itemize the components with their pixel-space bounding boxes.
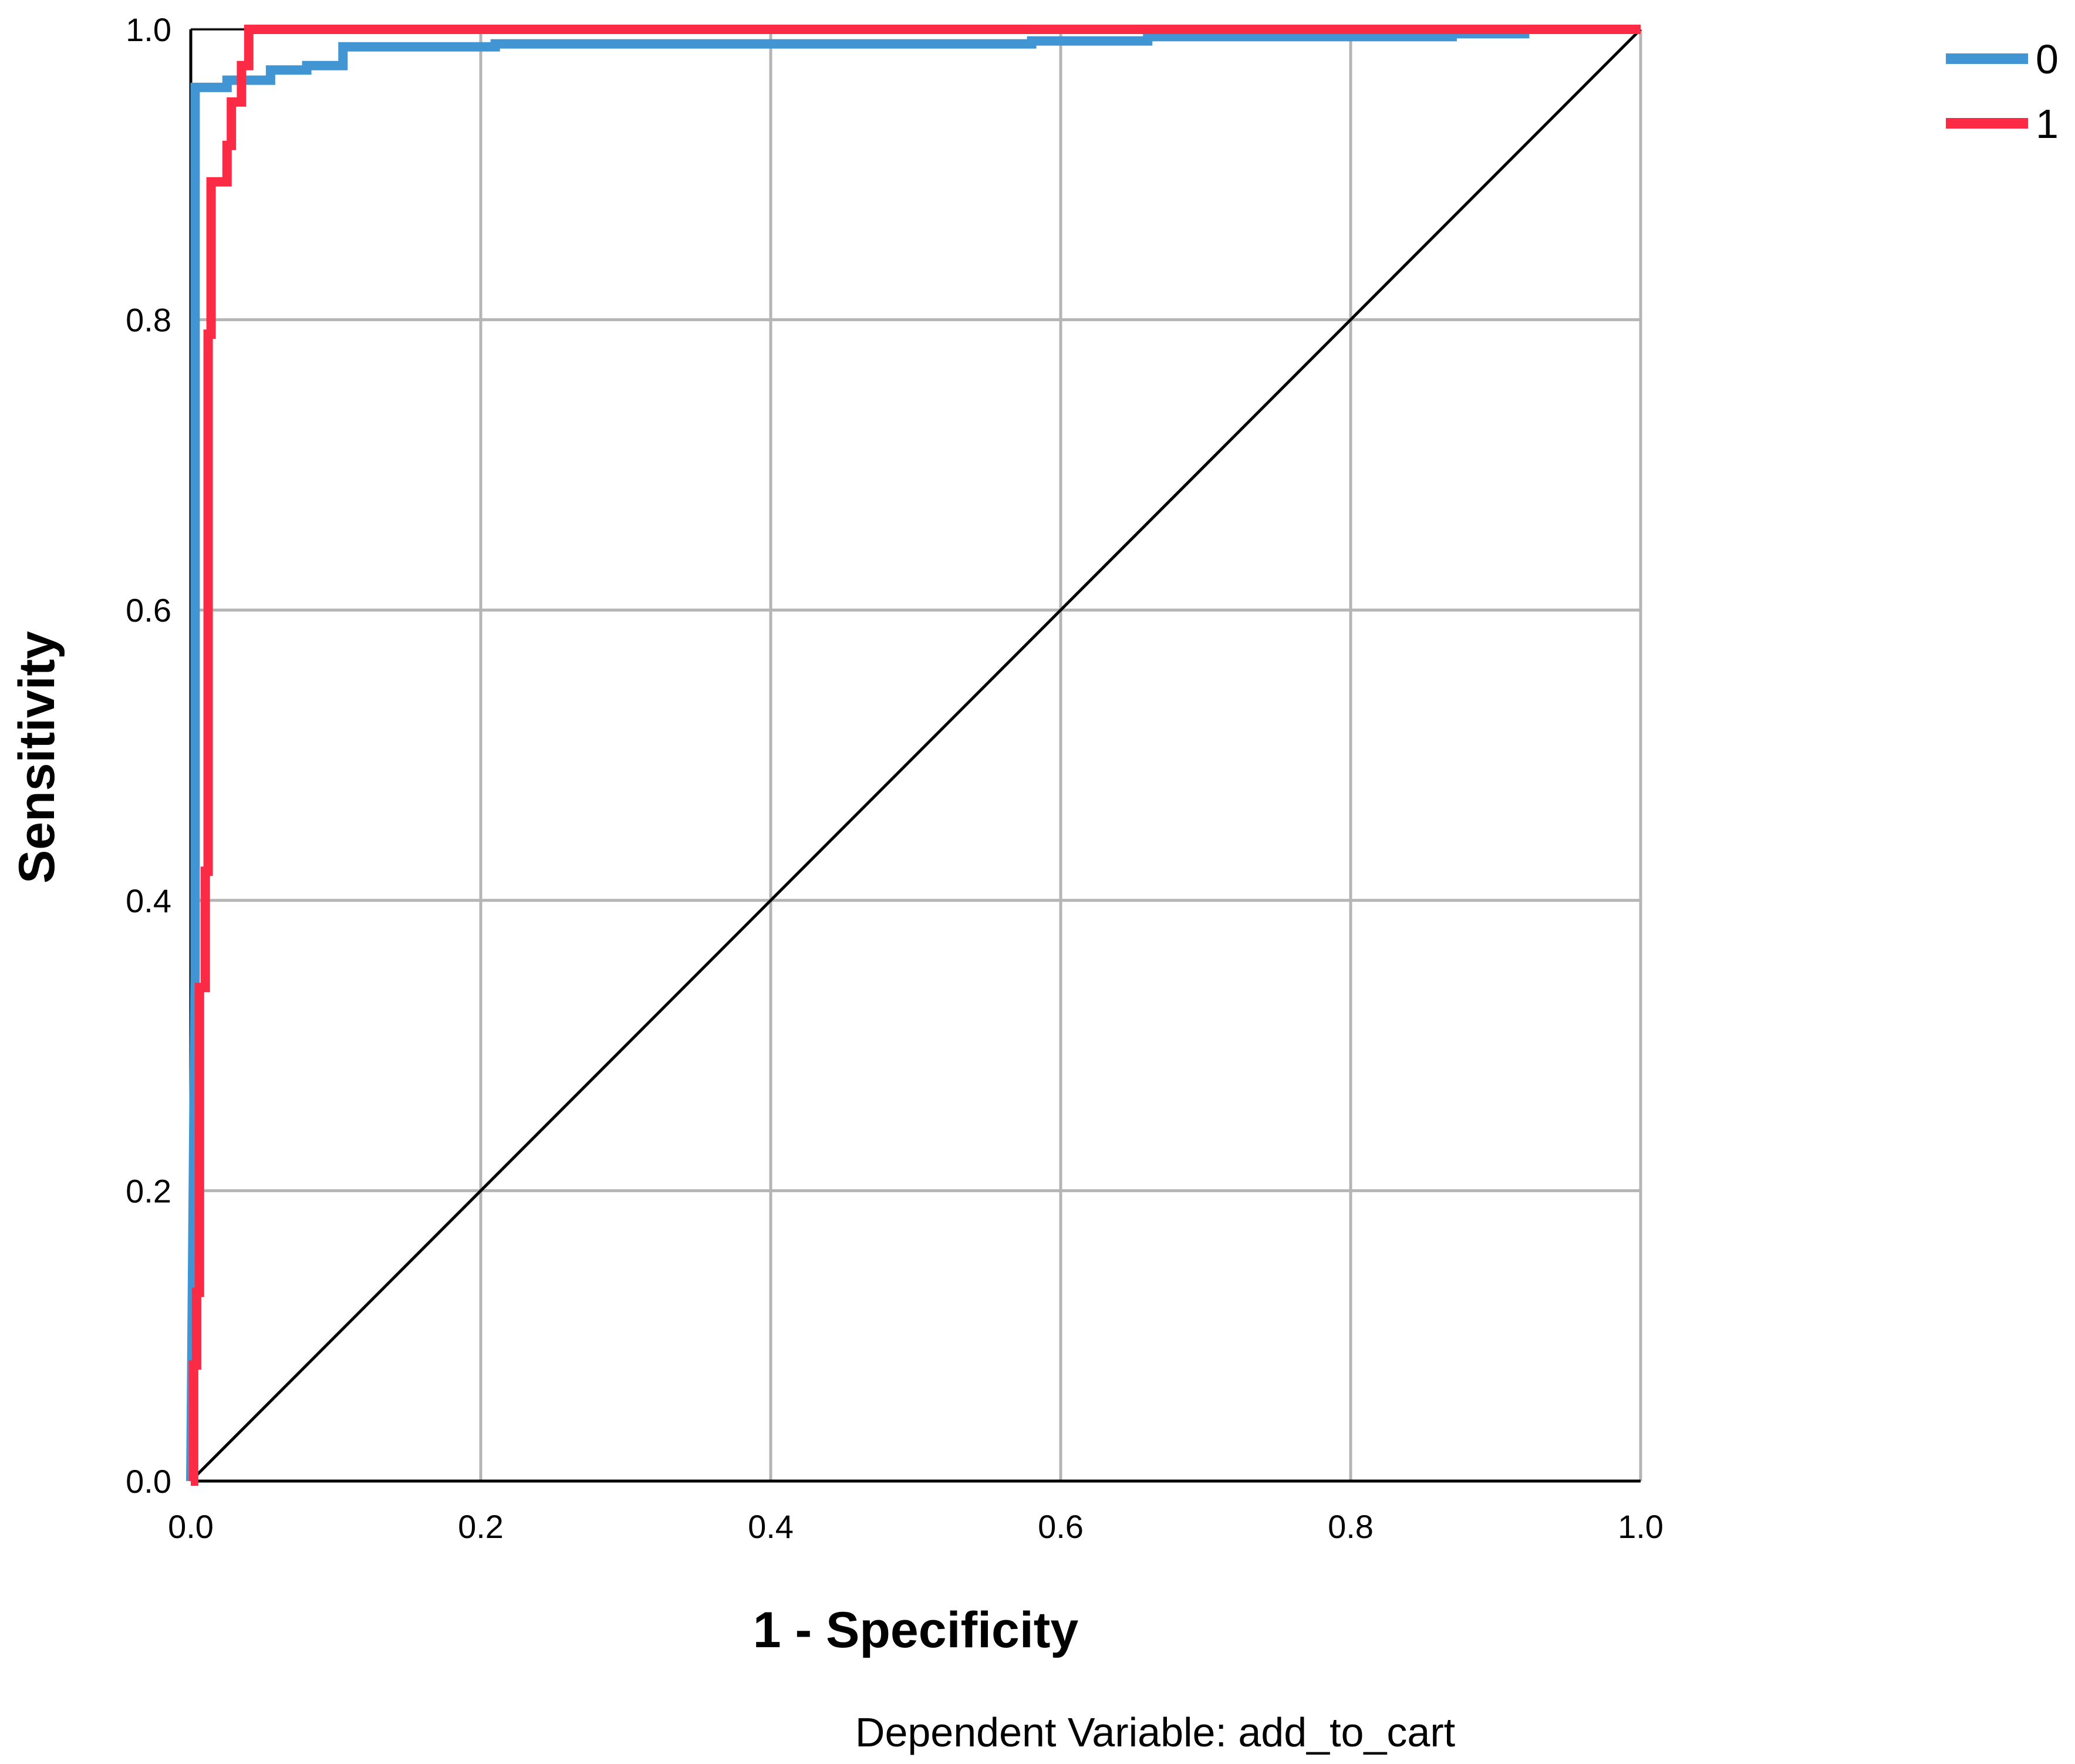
legend-label-0: 0 [2036,36,2059,82]
y-tick-label: 0.4 [126,882,171,919]
x-tick-label: 0.6 [1038,1508,1084,1545]
series-line-1 [188,25,1641,1486]
series-line-0 [186,25,1641,1482]
y-tick-labels: 0.0 0.2 0.4 0.6 0.8 1.0 [126,11,171,1500]
legend: 01 [1946,36,2059,147]
x-tick-label: 0.0 [168,1508,214,1545]
y-axis-title: Sensitivity [9,631,65,883]
series-lines [186,25,1642,1486]
y-tick-label: 0.2 [126,1172,171,1209]
y-tick-label: 0.6 [126,592,171,629]
y-tick-label: 0.0 [126,1463,171,1500]
y-tick-label: 1.0 [126,11,171,48]
x-tick-label: 1.0 [1618,1508,1664,1545]
x-axis-title: 1 - Specificity [753,1602,1079,1658]
dependent-variable-note: Dependent Variable: add_to_cart [855,1709,1455,1755]
x-tick-labels: 0.0 0.2 0.4 0.6 0.8 1.0 [168,1508,1664,1545]
x-tick-label: 0.4 [748,1508,794,1545]
reference-diagonal-line [190,28,1642,1482]
x-tick-label: 0.2 [458,1508,504,1545]
x-tick-label: 0.8 [1328,1508,1374,1545]
legend-label-1: 1 [2036,101,2059,147]
y-tick-label: 0.8 [126,302,171,339]
